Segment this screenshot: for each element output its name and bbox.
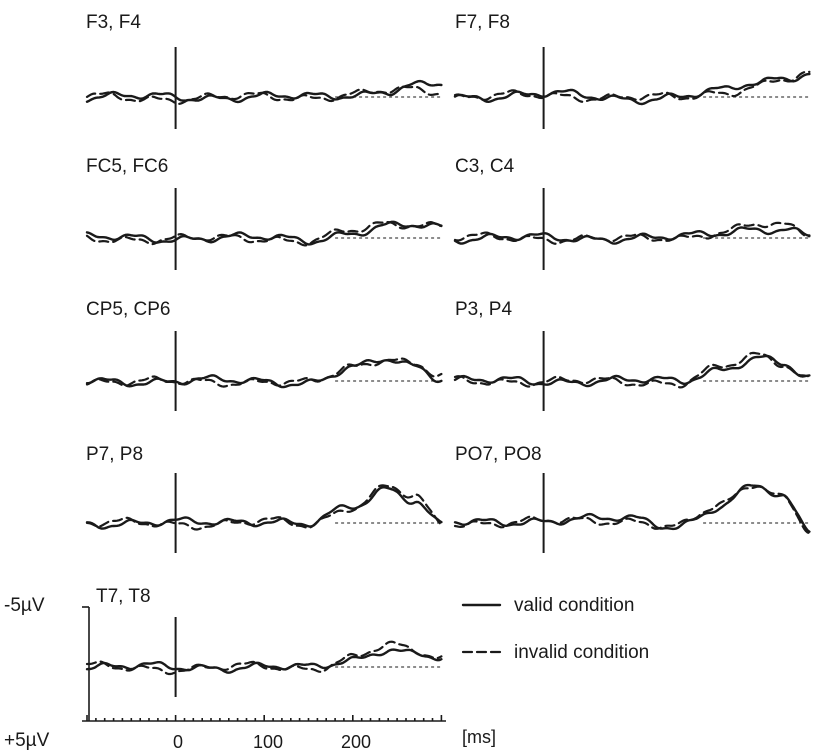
panel-4-valid-trace	[85, 359, 443, 389]
y-scale-top-label: -5µV	[4, 595, 45, 616]
panel-7-valid-trace	[453, 483, 811, 533]
panel-3-valid-trace	[453, 226, 811, 245]
legend-valid-label: valid condition	[514, 595, 634, 616]
panel-1-invalid-trace	[453, 70, 811, 103]
panel-6-invalid-trace	[85, 484, 443, 531]
panel-label-c3-c4: C3, C4	[455, 156, 515, 177]
panel-5-valid-trace	[453, 354, 811, 388]
y-scale-bottom-label: +5µV	[4, 730, 50, 751]
panel-6-valid-trace	[85, 486, 443, 530]
x-tick-label-0: 0	[173, 732, 183, 752]
panel-label-po7-po8: PO7, PO8	[455, 444, 542, 465]
panel-8-valid-trace	[85, 648, 443, 674]
panel-label-t7-t8: T7, T8	[96, 586, 151, 607]
x-tick-label-100: 100	[253, 732, 283, 752]
panel-label-cp5-cp6: CP5, CP6	[86, 299, 170, 320]
panel-1-valid-trace	[453, 72, 811, 106]
panel-8-invalid-trace	[85, 640, 443, 676]
panel-2-valid-trace	[85, 220, 443, 246]
panel-label-fc5-fc6: FC5, FC6	[86, 156, 168, 177]
panel-label-p3-p4: P3, P4	[455, 299, 512, 320]
panel-7-invalid-trace	[453, 485, 811, 534]
panel-label-p7-p8: P7, P8	[86, 444, 143, 465]
panel-4-invalid-trace	[85, 357, 443, 388]
x-unit-label: [ms]	[462, 727, 496, 747]
legend-invalid-label: invalid condition	[514, 642, 649, 663]
panel-label-f7-f8: F7, F8	[455, 12, 510, 33]
chart-marks	[82, 47, 811, 722]
panel-label-f3-f4: F3, F4	[86, 12, 141, 33]
panel-3-invalid-trace	[453, 221, 811, 245]
panel-5-invalid-trace	[453, 351, 811, 389]
panel-0-valid-trace	[85, 79, 443, 104]
x-tick-label-200: 200	[341, 732, 371, 752]
panel-2-invalid-trace	[85, 221, 443, 247]
panel-0-invalid-trace	[85, 85, 443, 105]
